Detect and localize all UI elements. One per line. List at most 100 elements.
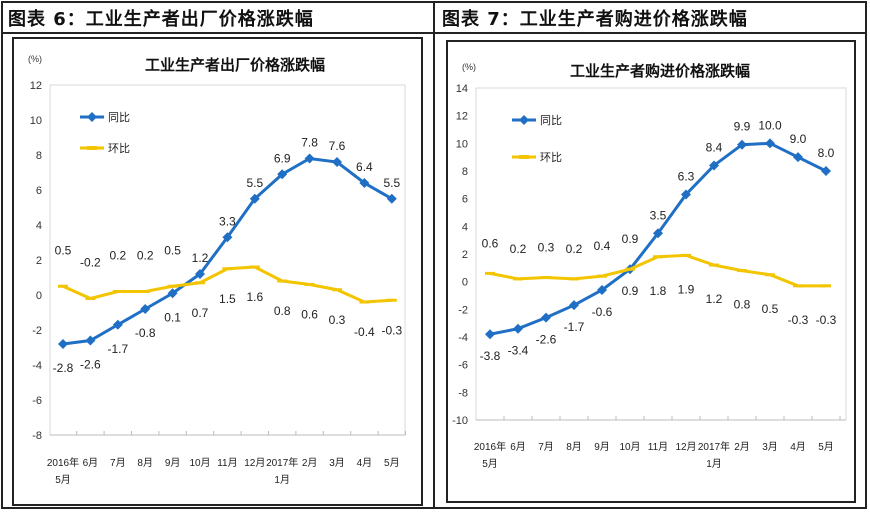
- x-tick-label: 3月: [329, 457, 345, 469]
- x-tick-label: 9月: [165, 457, 181, 469]
- y-tick-label: -2: [458, 304, 468, 316]
- data-label-yoy: 8.0: [818, 146, 835, 160]
- x-tick-label: 2017年: [698, 440, 730, 453]
- x-tick-label: 8月: [566, 441, 582, 453]
- chart-7-frame: [446, 40, 856, 503]
- data-label-mom: 0.2: [566, 242, 583, 256]
- data-label-yoy: 3.3: [219, 214, 236, 228]
- legend-label: 同比: [540, 114, 562, 127]
- x-tick-label: 9月: [594, 441, 610, 453]
- data-label-mom: 0.5: [55, 243, 72, 257]
- x-tick-label: 12月: [675, 441, 696, 453]
- y-tick-label: -6: [32, 395, 42, 407]
- x-tick-label: 5月: [818, 441, 834, 453]
- data-label-yoy: -1.7: [107, 342, 128, 356]
- data-label-mom: -0.2: [80, 256, 101, 270]
- data-label-mom: 0.8: [274, 304, 291, 318]
- data-label-mom: -0.3: [788, 313, 809, 327]
- y-tick-label: 0: [36, 290, 42, 302]
- x-tick-label: 1月: [274, 474, 290, 486]
- y-tick-label: 4: [462, 221, 468, 233]
- data-label-yoy: 9.9: [734, 120, 751, 134]
- data-point-mom: [359, 300, 370, 304]
- y-tick-label: 0: [462, 277, 468, 289]
- data-label-yoy: 6.4: [356, 160, 373, 174]
- data-point-mom: [304, 283, 315, 286]
- data-point-yoy: [332, 157, 342, 167]
- data-point-mom: [793, 284, 803, 288]
- x-tick-label: 6月: [83, 457, 99, 469]
- data-point-yoy: [386, 193, 397, 204]
- y-tick-label: 8: [36, 150, 42, 162]
- data-point-yoy: [140, 304, 151, 314]
- data-point-mom: [569, 277, 579, 281]
- data-label-yoy: 10.0: [758, 118, 782, 132]
- x-tick-label: 10月: [189, 457, 210, 469]
- data-point-mom: [821, 284, 831, 288]
- y-tick-label: 6: [36, 185, 42, 197]
- data-point-mom: [195, 281, 205, 285]
- x-tick-label: 2017年: [266, 456, 298, 469]
- data-point-yoy: [653, 228, 663, 239]
- data-point-mom: [58, 284, 68, 288]
- header-divider: [1, 32, 867, 34]
- x-tick-label: 2月: [302, 457, 318, 469]
- data-point-mom: [112, 290, 123, 293]
- x-tick-label: 12月: [244, 457, 265, 469]
- y-tick-label: -6: [458, 360, 468, 372]
- data-point-mom: [709, 263, 719, 267]
- data-label-yoy: 5.5: [383, 176, 400, 190]
- x-tick-label: 6月: [510, 441, 526, 453]
- chart-6-frame: [12, 37, 423, 506]
- x-tick-label: 7月: [110, 457, 126, 469]
- data-label-mom: 0.6: [301, 308, 318, 322]
- data-point-mom: [737, 269, 747, 273]
- data-label-yoy: -0.8: [135, 326, 156, 340]
- data-label-yoy: -0.6: [592, 305, 613, 319]
- chart-title: 工业生产者出厂价格涨跌幅: [145, 56, 325, 74]
- data-label-yoy: 7.6: [329, 139, 346, 153]
- data-label-mom: -0.3: [816, 313, 837, 327]
- figure-6-caption: 图表 6：工业生产者出厂价格涨跌幅: [8, 9, 314, 30]
- data-point-mom: [386, 298, 397, 302]
- data-point-yoy: [167, 288, 178, 299]
- data-label-yoy: 5.5: [246, 176, 263, 190]
- data-point-mom: [140, 290, 151, 293]
- data-label-yoy: 9.0: [790, 132, 807, 146]
- x-tick-label: 2月: [734, 441, 750, 453]
- data-label-yoy: 8.4: [706, 140, 723, 154]
- y-tick-label: 12: [30, 80, 42, 92]
- data-label-mom: 1.2: [706, 292, 723, 306]
- chart-title: 工业生产者购进价格涨跌幅: [570, 62, 750, 80]
- data-point-yoy: [793, 152, 803, 163]
- data-point-yoy: [513, 323, 523, 334]
- y-tick-label: 2: [462, 249, 468, 261]
- data-point-mom: [249, 265, 260, 269]
- legend-label: 环比: [108, 142, 130, 155]
- y-tick-label: 4: [36, 220, 42, 232]
- series-line-mom: [489, 253, 826, 288]
- x-tick-label: 5月: [482, 458, 498, 470]
- data-point-yoy: [597, 284, 607, 295]
- x-tick-label: 11月: [217, 457, 237, 469]
- column-divider: [433, 1, 435, 509]
- data-label-mom: 0.8: [734, 298, 751, 312]
- legend-label: 同比: [108, 111, 130, 124]
- data-point-yoy: [709, 160, 719, 171]
- data-point-mom: [597, 274, 607, 278]
- x-tick-label: 8月: [137, 457, 153, 469]
- x-tick-label: 3月: [762, 441, 778, 453]
- data-point-mom: [541, 276, 551, 280]
- plot-area: [49, 84, 406, 436]
- data-point-yoy: [112, 319, 123, 330]
- y-tick-label: 12: [456, 111, 468, 123]
- data-label-mom: -0.3: [381, 323, 402, 337]
- data-label-mom: 0.2: [109, 249, 126, 263]
- x-tick-label: 2016年: [474, 440, 506, 453]
- data-point-mom: [681, 253, 691, 257]
- y-tick-label: -4: [32, 360, 42, 372]
- data-label-yoy: 1.2: [192, 251, 209, 265]
- data-label-yoy: 3.5: [650, 208, 667, 222]
- data-label-mom: 0.2: [137, 249, 154, 263]
- y-tick-label: 6: [462, 194, 468, 206]
